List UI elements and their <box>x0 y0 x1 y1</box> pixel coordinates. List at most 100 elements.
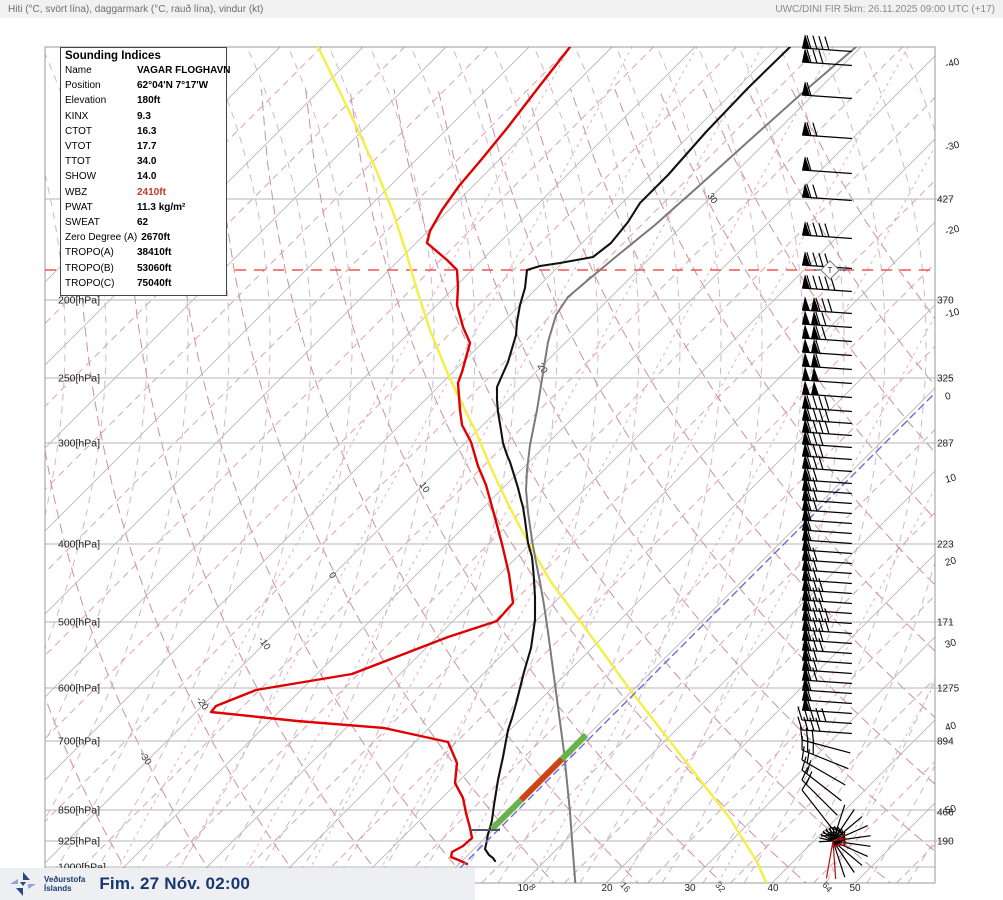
wind-barb-feather <box>806 82 812 96</box>
wind-barb-feather <box>806 395 812 409</box>
wind-barb-feather <box>806 184 812 198</box>
wind-barb-feather <box>812 252 818 267</box>
wind-barb-feather <box>812 184 818 199</box>
wind-barb-feather <box>812 637 818 652</box>
wind-barb-staff <box>801 455 852 461</box>
indices-row-label: KINX <box>65 110 89 122</box>
indices-row: VTOT 17.7 <box>65 139 222 154</box>
wind-barb-staff <box>801 649 852 655</box>
wind-barb-feather <box>818 627 824 642</box>
moist-adiabat-line <box>456 47 640 883</box>
wind-barb-staff <box>801 47 852 53</box>
wind-barb-staff <box>801 679 852 685</box>
dry-adiabat-line <box>791 88 935 319</box>
wind-barb-staff <box>801 234 852 240</box>
wind-barb-feather <box>806 407 812 421</box>
wind-barb-feather <box>812 35 818 50</box>
moist-adiabat-line <box>743 47 927 883</box>
wind-barb-feather <box>806 507 812 521</box>
wind-barb-pennant <box>810 366 819 382</box>
wind-barb-feather <box>815 325 821 340</box>
pressure-axis-label: 700[hPa] <box>58 736 100 748</box>
header-legend-text: Hiti (°C, svört lína), daggarmark (°C, r… <box>8 3 264 15</box>
wind-barb-pennant <box>802 338 810 353</box>
wind-barb-staff <box>801 519 852 525</box>
wind-barb-pennant <box>802 616 810 631</box>
wind-barb-feather <box>806 517 812 531</box>
wind-barb-feather <box>806 557 812 571</box>
wind-barb-staff <box>801 779 838 816</box>
pressure-axis-label: 300[hPa] <box>58 438 100 450</box>
wind-barb-feather <box>821 312 827 326</box>
wind-barb-feather <box>819 840 834 843</box>
moist-adiabat-line <box>292 47 476 883</box>
mixing-ratio-line <box>301 47 763 883</box>
right-temperature-label: 10 <box>944 472 958 486</box>
wind-barb-pennant <box>802 380 810 395</box>
moist-adiabat-line <box>333 47 517 883</box>
wind-barb-feather <box>806 419 812 433</box>
wind-barb-feather <box>806 667 812 681</box>
wind-barb-pennant <box>802 526 810 541</box>
bottom-temperature-label: 40 <box>767 883 779 894</box>
wind-barb-feather <box>806 467 812 481</box>
chart-background: -30 -20 -10 0 10 20 30 <box>45 47 935 883</box>
isotherm-intermediate-line <box>730 677 935 883</box>
right-temperature-label: 30 <box>944 637 958 651</box>
isotherm-line <box>356 304 935 883</box>
tropopause-diamond-icon <box>820 260 840 280</box>
wind-barb-feather <box>806 49 812 63</box>
indices-row-value: 9.3 <box>137 110 151 122</box>
wind-barb-pennant <box>802 296 810 311</box>
wind-barb-feather <box>806 537 812 551</box>
wind-barb-staff <box>801 539 852 545</box>
wind-barb-feather <box>812 49 818 64</box>
wind-barb-staff <box>801 443 852 449</box>
wind-barb-pennant <box>802 394 810 409</box>
adiabat-value-label: -30 <box>137 750 154 768</box>
isotherm-line <box>45 47 779 781</box>
wind-barb-pennant <box>802 48 810 63</box>
right-temperature-label: 20 <box>944 555 958 569</box>
adiabat-value-label: 10 <box>417 480 432 495</box>
indices-row-label: SHOW <box>65 171 97 183</box>
wind-barb-feather <box>830 276 836 291</box>
wind-barb-feather <box>812 497 818 512</box>
wind-barb-staff <box>801 509 852 515</box>
wind-barb-feather <box>821 298 827 312</box>
mixing-ratio-line <box>109 47 571 883</box>
moist-adiabat-line <box>251 47 435 883</box>
indices-row-label: Elevation <box>65 95 107 107</box>
wind-barb-pennant <box>802 646 810 661</box>
wind-barb-feather <box>806 122 812 136</box>
indices-row-label: CTOT <box>65 125 93 137</box>
adiabat-value-label: 0 <box>326 570 338 581</box>
wind-barb-feather <box>806 597 812 611</box>
right-temperature-label: 40 <box>944 720 958 734</box>
wind-barb-feather <box>812 597 818 612</box>
wind-barb-staff <box>801 61 852 67</box>
isotherm-line <box>190 138 935 883</box>
dry-adiabat-line <box>349 88 808 883</box>
isotherm-intermediate-line <box>45 47 488 491</box>
wind-barb-feather <box>818 637 824 652</box>
wind-barb-feather <box>820 833 834 842</box>
wind-barb-feather <box>806 527 812 541</box>
wind-barb-feather <box>832 829 842 842</box>
indices-row: TROPO(C) 75040ft <box>65 276 222 291</box>
wind-barb-pennant <box>802 406 810 421</box>
dry-adiabat-line <box>260 88 639 883</box>
wind-barb-feather <box>812 419 818 434</box>
isotherm-intermediate-line <box>232 179 935 883</box>
isotherm-intermediate-line <box>45 47 737 740</box>
moist-adiabat-line <box>210 47 394 883</box>
wind-barb-pennant <box>802 430 810 445</box>
parcel-yellow-curve <box>316 47 768 883</box>
valid-time-label: Fim. 27 Nóv. 02:00 <box>99 874 251 893</box>
wind-barb-feather <box>812 627 818 642</box>
wind-barb-feather <box>832 827 839 842</box>
wind-barb-feather <box>797 706 803 721</box>
wind-barb-staff <box>801 759 846 786</box>
isotherm-intermediate-line <box>45 47 654 657</box>
wind-barb-pennant <box>802 121 810 136</box>
